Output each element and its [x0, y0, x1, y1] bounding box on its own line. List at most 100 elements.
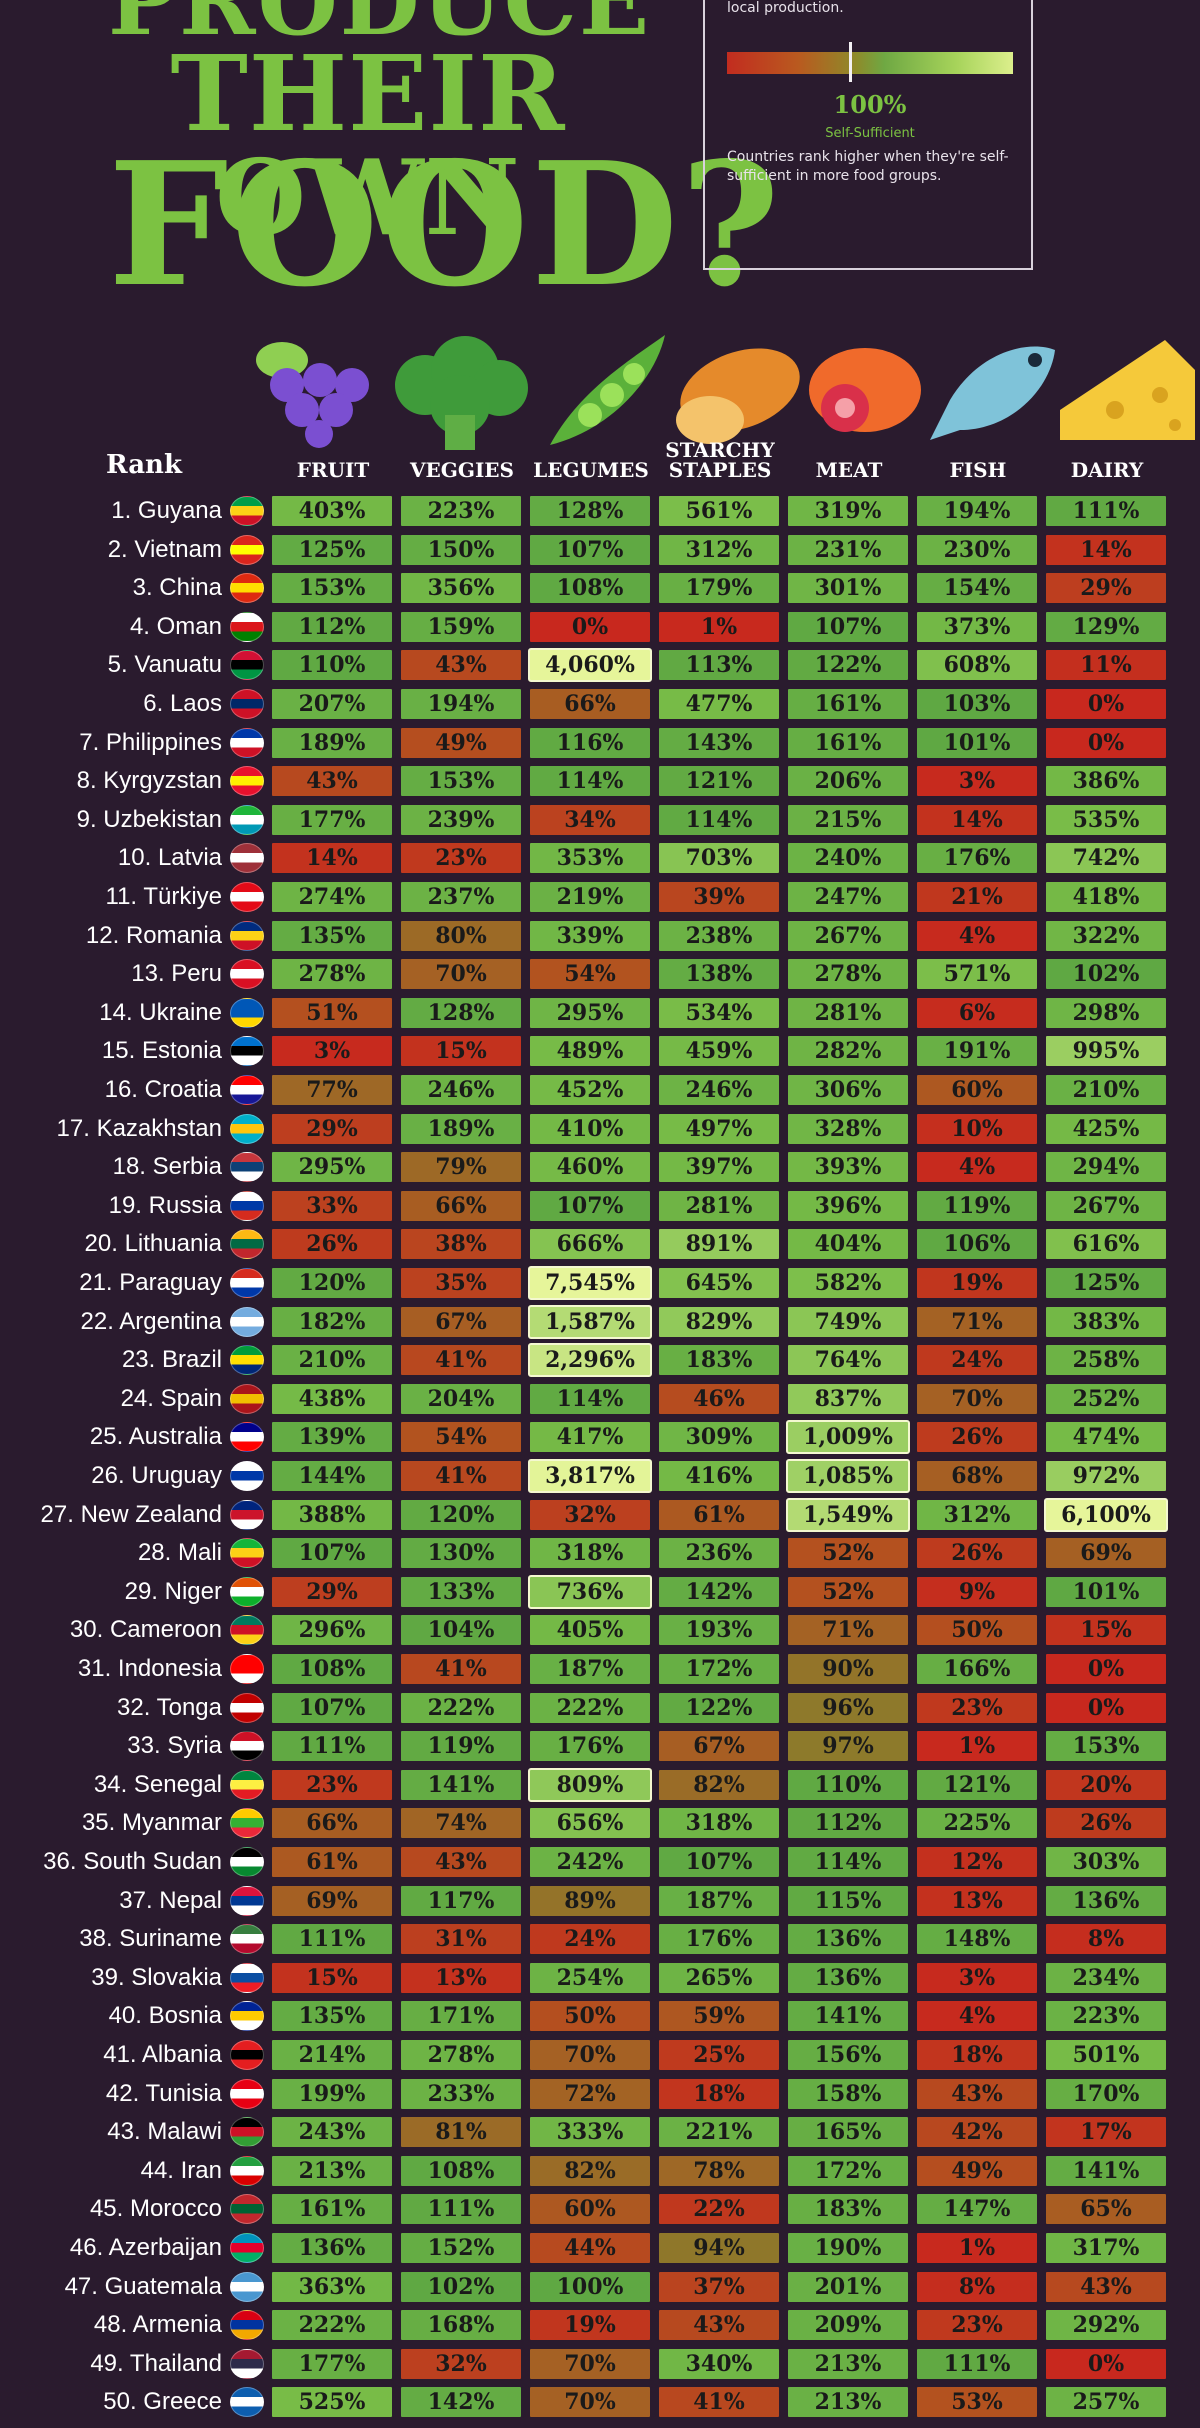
legend-note: Countries rank higher when they're self-… [727, 149, 1009, 184]
table-cell: 281% [657, 1188, 781, 1223]
table-cell: 191% [915, 1034, 1039, 1069]
column-header-fish: FISH [949, 458, 1007, 482]
table-cell: 43% [270, 764, 394, 799]
row-label: 44. Iran [140, 2156, 222, 2184]
table-cell: 1% [915, 2231, 1039, 2265]
table-cell: 246% [657, 1073, 781, 1107]
table-cell: 393% [786, 1150, 910, 1185]
table-cell: 221% [657, 2115, 781, 2150]
row-label: 46. Azerbaijan [69, 2234, 222, 2261]
row-label: 40. Bosnia [108, 2002, 222, 2030]
row-label: 38. Suriname [79, 1925, 222, 1953]
table-cell: 66% [528, 687, 652, 721]
table-cell: 147% [915, 2192, 1039, 2227]
table-cell: 23% [915, 2308, 1039, 2343]
table-cell: 60% [528, 2192, 652, 2227]
table-cell: 79% [399, 1150, 523, 1185]
table-cell: 154% [915, 571, 1039, 606]
table-cell: 32% [528, 1497, 652, 1532]
table-cell: 312% [657, 532, 781, 567]
food-icons [250, 330, 1200, 460]
flag-icon [230, 2078, 264, 2109]
table-cell: 383% [1044, 1304, 1168, 1339]
table-cell: 317% [1044, 2231, 1168, 2265]
table-cell: 238% [657, 918, 781, 953]
table-cell: 452% [528, 1073, 652, 1107]
row-label: 20. Lithuania [84, 1230, 222, 1258]
table-cell: 23% [915, 1690, 1039, 1725]
row-label: 21. Paraguay [79, 1269, 222, 1296]
table-cell: 254% [528, 1960, 652, 1995]
table-cell: 210% [270, 1343, 394, 1378]
flag-icon [230, 766, 264, 797]
table-cell: 10% [915, 1111, 1039, 1146]
table-cell: 3% [270, 1034, 394, 1069]
table-cell: 71% [786, 1613, 910, 1648]
table-cell: 312% [915, 1497, 1039, 1532]
table-cell: 107% [528, 532, 652, 567]
table-cell: 81% [399, 2115, 523, 2150]
table-cell: 1,549% [786, 1497, 910, 1532]
table-cell: 252% [1044, 1381, 1168, 1416]
table-cell: 18% [915, 2038, 1039, 2072]
table-cell: 7,545% [528, 1266, 652, 1300]
table-cell: 32% [399, 2346, 523, 2381]
flag-icon [230, 804, 264, 835]
table-cell: 176% [657, 1922, 781, 1957]
table-cell: 319% [786, 494, 910, 528]
row-label: 5. Vanuatu [107, 651, 222, 679]
broccoli-icon [395, 336, 528, 450]
row-label: 16. Croatia [104, 1076, 222, 1103]
table-cell: 110% [786, 1767, 910, 1802]
row-label: 35. Myanmar [81, 1809, 222, 1837]
row-label: 34. Senegal [93, 1770, 222, 1798]
table-cell: 119% [399, 1729, 523, 1764]
table-cell: 22% [657, 2192, 781, 2227]
table-cell: 114% [657, 802, 781, 837]
title-line-2: THEIR OWN [170, 32, 566, 259]
table-cell: 112% [786, 1806, 910, 1841]
table-cell: 6% [915, 995, 1039, 1030]
table-cell: 121% [915, 1767, 1039, 1802]
flag-icon [230, 882, 264, 912]
table-cell: 222% [270, 2308, 394, 2343]
table-cell: 49% [399, 725, 523, 760]
table-cell: 165% [786, 2115, 910, 2150]
column-header-starchy-staples: STARCHY STAPLES [665, 438, 775, 482]
flag-icon [230, 650, 264, 681]
row-label: 41. Albania [103, 2041, 222, 2068]
table-cell: 156% [786, 2038, 910, 2072]
row-label: 18. Serbia [112, 1153, 222, 1181]
table-cell: 246% [399, 1073, 523, 1107]
flag-icon [230, 727, 264, 758]
table-cell: 13% [915, 1883, 1039, 1918]
table-cell: 69% [270, 1883, 394, 1918]
table-cell: 60% [915, 1073, 1039, 1107]
row-label: 23. Brazil [121, 1346, 222, 1374]
table-cell: 231% [786, 532, 910, 567]
table-cell: 111% [1044, 494, 1168, 528]
table-cell: 43% [399, 1845, 523, 1879]
table-cell: 50% [528, 1999, 652, 2034]
table-cell: 41% [399, 1343, 523, 1378]
table-cell: 26% [915, 1420, 1039, 1455]
table-cell: 70% [528, 2385, 652, 2420]
table-cell: 112% [270, 609, 394, 644]
table-cell: 166% [915, 1652, 1039, 1686]
column-header-meat: MEAT [815, 458, 883, 482]
flag-icon [230, 1422, 264, 1453]
table-cell: 404% [786, 1227, 910, 1262]
row-label: 42. Tunisia [105, 2079, 222, 2107]
row-label: 8. Kyrgyzstan [76, 767, 222, 795]
flag-icon [230, 1036, 264, 1067]
flag-icon [230, 1383, 264, 1414]
table-cell: 128% [528, 494, 652, 528]
flag-icon [230, 573, 264, 604]
table-cell: 66% [399, 1188, 523, 1223]
table-cell: 234% [1044, 1960, 1168, 1995]
flag-icon [230, 611, 264, 642]
table-cell: 70% [399, 957, 523, 992]
flag-icon [230, 1962, 264, 1993]
row-label: 39. Slovakia [91, 1963, 222, 1991]
table-cell: 294% [1044, 1150, 1168, 1185]
